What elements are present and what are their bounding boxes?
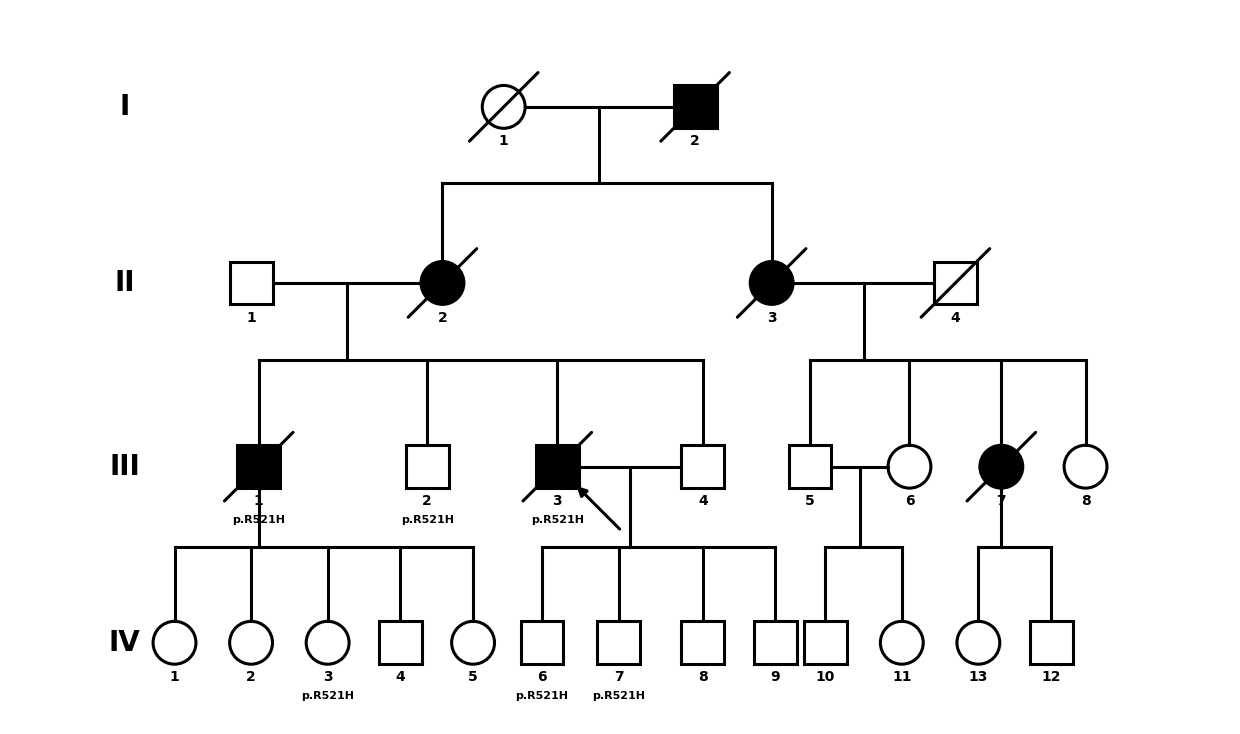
Bar (598, 621, 640, 664)
Text: 9: 9 (771, 670, 780, 684)
Text: 12: 12 (1042, 670, 1061, 684)
Text: 1: 1 (254, 494, 264, 508)
Text: I: I (119, 93, 130, 121)
Text: p.R521H: p.R521H (516, 691, 568, 701)
Bar (521, 621, 563, 664)
Text: 4: 4 (396, 670, 405, 684)
Text: 3: 3 (553, 494, 562, 508)
Circle shape (229, 621, 273, 664)
Text: 7: 7 (614, 670, 624, 684)
Text: p.R521H: p.R521H (591, 691, 645, 701)
Text: 2: 2 (423, 494, 432, 508)
Bar (681, 621, 724, 664)
Text: 1: 1 (498, 134, 508, 148)
Bar (673, 85, 717, 128)
Text: 5: 5 (805, 494, 815, 508)
Text: 3: 3 (322, 670, 332, 684)
Bar (237, 446, 280, 488)
Circle shape (980, 446, 1023, 488)
Text: 4: 4 (951, 310, 960, 324)
Text: p.R521H: p.R521H (531, 515, 584, 525)
Bar (405, 446, 449, 488)
Bar (789, 446, 831, 488)
Text: 10: 10 (816, 670, 835, 684)
Text: II: II (114, 269, 135, 297)
Circle shape (153, 621, 196, 664)
Bar (681, 446, 724, 488)
Bar (379, 621, 422, 664)
Text: p.R521H: p.R521H (232, 515, 285, 525)
Text: 2: 2 (438, 310, 448, 324)
Bar (934, 261, 977, 305)
Text: 11: 11 (892, 670, 911, 684)
Bar (536, 446, 579, 488)
Circle shape (750, 261, 794, 305)
Circle shape (422, 261, 464, 305)
Text: 6: 6 (905, 494, 914, 508)
Bar (1029, 621, 1073, 664)
Text: 13: 13 (968, 670, 988, 684)
Circle shape (888, 446, 931, 488)
Text: 8: 8 (698, 670, 708, 684)
Text: 2: 2 (247, 670, 255, 684)
Text: 2: 2 (691, 134, 699, 148)
Text: 8: 8 (1081, 494, 1090, 508)
Text: 1: 1 (170, 670, 180, 684)
Text: 4: 4 (698, 494, 708, 508)
Bar (754, 621, 797, 664)
Text: IV: IV (109, 629, 140, 657)
Text: 5: 5 (469, 670, 477, 684)
Text: 1: 1 (247, 310, 255, 324)
Circle shape (306, 621, 350, 664)
Bar (804, 621, 847, 664)
Text: p.R521H: p.R521H (401, 515, 454, 525)
Circle shape (451, 621, 495, 664)
Text: p.R521H: p.R521H (301, 691, 355, 701)
Circle shape (957, 621, 999, 664)
Bar (229, 261, 273, 305)
Text: 3: 3 (766, 310, 776, 324)
Circle shape (1064, 446, 1107, 488)
Text: 7: 7 (997, 494, 1006, 508)
Text: 6: 6 (537, 670, 547, 684)
Text: III: III (109, 453, 140, 481)
Circle shape (880, 621, 924, 664)
Circle shape (482, 85, 526, 128)
